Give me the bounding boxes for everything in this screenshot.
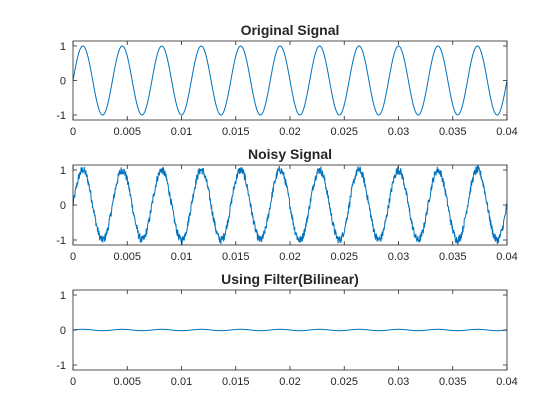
y-tick-label: 0 (60, 325, 66, 337)
x-tick-label: 0.02 (279, 376, 300, 388)
y-tick-label: 1 (60, 290, 66, 302)
series-line-1 (73, 165, 507, 245)
x-tick-label: 0.035 (439, 376, 467, 388)
x-tick-label: 0.025 (330, 376, 358, 388)
x-tick-label: 0 (70, 376, 76, 388)
x-tick-label: 0.03 (388, 126, 409, 138)
chart-title: Using Filter(Bilinear) (221, 271, 359, 287)
x-tick-label: 0.01 (171, 251, 192, 263)
x-tick-label: 0.04 (496, 376, 517, 388)
x-tick-label: 0.015 (222, 126, 250, 138)
x-tick-label: 0.04 (496, 251, 517, 263)
series-line-1 (73, 45, 507, 116)
x-tick-label: 0.005 (113, 126, 141, 138)
y-tick-label: 1 (60, 41, 66, 53)
x-tick-label: 0 (70, 251, 76, 263)
chart-title: Noisy Signal (248, 146, 332, 162)
x-tick-label: 0.025 (330, 126, 358, 138)
subplot-2: Noisy Signal 0 0.005 0.01 0.015 0.02 0.025 0.03… (56, 146, 517, 263)
series-line-1 (73, 328, 507, 332)
x-tick-label: 0 (70, 126, 76, 138)
y-tick-label: -1 (56, 235, 66, 247)
x-tick-label: 0.015 (222, 251, 250, 263)
y-tick-label: -1 (56, 110, 66, 122)
subplot-3: Using Filter(Bilinear) 0 0.005 0.01 0.015 0.0… (56, 271, 517, 388)
x-tick-label: 0.035 (439, 126, 467, 138)
x-tick-label: 0.01 (171, 376, 192, 388)
x-tick-label: 0.01 (171, 126, 192, 138)
x-tick-label: 0.04 (496, 126, 517, 138)
chart-title: Original Signal (241, 22, 340, 38)
y-tick-label: 1 (60, 165, 66, 177)
x-tick-label: 0.035 (439, 251, 467, 263)
x-tick-label: 0.005 (113, 251, 141, 263)
x-tick-label: 0.02 (279, 251, 300, 263)
subplot-1: Original Signal 0 0.005 0.01 0.015 0.02 0.025 0… (56, 22, 517, 138)
x-tick-label: 0.02 (279, 126, 300, 138)
x-tick-label: 0.025 (330, 251, 358, 263)
x-tick-label: 0.03 (388, 376, 409, 388)
x-tick-label: 0.005 (113, 376, 141, 388)
y-tick-label: 0 (60, 200, 66, 212)
y-tick-label: 0 (60, 76, 66, 88)
x-tick-label: 0.015 (222, 376, 250, 388)
y-tick-label: -1 (56, 360, 66, 372)
x-tick-label: 0.03 (388, 251, 409, 263)
